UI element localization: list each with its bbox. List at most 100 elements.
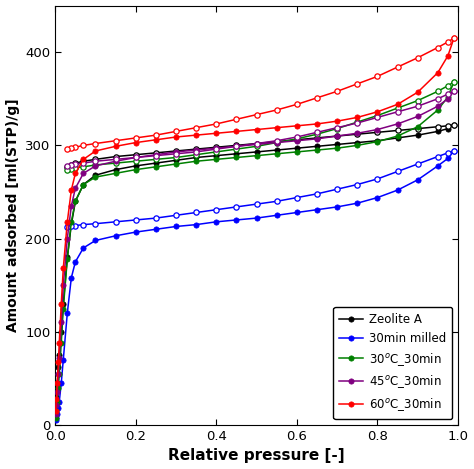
Zeolite A	[55, 364, 61, 370]
30min milled	[55, 405, 61, 411]
Zeolite A	[234, 151, 239, 157]
Zeolite A	[56, 352, 62, 358]
60$^o$C_30min	[92, 148, 98, 154]
60$^o$C_30min	[68, 187, 74, 193]
30$^o$C_30min	[54, 408, 59, 414]
30$^o$C_30min	[234, 155, 239, 160]
30$^o$C_30min	[58, 340, 64, 346]
60$^o$C_30min	[314, 121, 320, 127]
30min milled	[81, 245, 86, 251]
45$^o$C_30min	[254, 142, 259, 147]
60$^o$C_30min	[153, 137, 159, 143]
60$^o$C_30min	[173, 134, 179, 140]
30$^o$C_30min	[415, 124, 420, 129]
30$^o$C_30min	[395, 133, 401, 139]
Zeolite A	[193, 155, 199, 160]
30min milled	[64, 310, 70, 316]
30$^o$C_30min	[173, 161, 179, 167]
45$^o$C_30min	[314, 136, 320, 142]
30min milled	[334, 204, 340, 210]
30min milled	[234, 217, 239, 223]
Zeolite A	[314, 144, 320, 149]
30min milled	[60, 357, 66, 363]
30$^o$C_30min	[55, 385, 61, 391]
30$^o$C_30min	[314, 147, 320, 153]
30min milled	[254, 215, 259, 221]
60$^o$C_30min	[58, 301, 64, 307]
30$^o$C_30min	[92, 174, 98, 180]
45$^o$C_30min	[73, 185, 78, 191]
30$^o$C_30min	[193, 159, 199, 164]
Zeolite A	[81, 182, 86, 187]
30min milled	[58, 380, 64, 386]
45$^o$C_30min	[334, 133, 340, 139]
30$^o$C_30min	[445, 94, 451, 100]
45$^o$C_30min	[60, 282, 66, 288]
30min milled	[54, 415, 59, 420]
60$^o$C_30min	[294, 123, 300, 129]
Zeolite A	[133, 163, 138, 169]
45$^o$C_30min	[274, 140, 280, 145]
60$^o$C_30min	[64, 219, 70, 225]
Line: 45$^o$C_30min: 45$^o$C_30min	[53, 89, 456, 416]
Line: 60$^o$C_30min: 60$^o$C_30min	[53, 36, 456, 414]
30$^o$C_30min	[113, 171, 118, 176]
60$^o$C_30min	[254, 127, 259, 132]
60$^o$C_30min	[435, 70, 441, 76]
45$^o$C_30min	[55, 390, 60, 395]
30$^o$C_30min	[68, 219, 74, 225]
30min milled	[415, 177, 420, 183]
60$^o$C_30min	[55, 359, 61, 364]
30$^o$C_30min	[73, 198, 78, 204]
45$^o$C_30min	[451, 89, 457, 94]
X-axis label: Relative pressure [-]: Relative pressure [-]	[168, 448, 345, 463]
60$^o$C_30min	[56, 340, 62, 346]
45$^o$C_30min	[54, 402, 59, 408]
Zeolite A	[254, 149, 259, 155]
30min milled	[213, 219, 219, 225]
30$^o$C_30min	[294, 149, 300, 155]
30min milled	[153, 227, 159, 232]
60$^o$C_30min	[355, 114, 360, 120]
60$^o$C_30min	[60, 265, 66, 271]
30$^o$C_30min	[60, 306, 66, 311]
Zeolite A	[153, 160, 159, 166]
30min milled	[435, 163, 441, 169]
45$^o$C_30min	[81, 171, 86, 176]
45$^o$C_30min	[53, 411, 58, 416]
30min milled	[173, 224, 179, 229]
45$^o$C_30min	[64, 236, 70, 242]
45$^o$C_30min	[173, 149, 179, 155]
60$^o$C_30min	[54, 396, 59, 402]
Legend: Zeolite A, 30min milled, 30$^o$C_30min, 45$^o$C_30min, 60$^o$C_30min: Zeolite A, 30min milled, 30$^o$C_30min, …	[334, 307, 452, 419]
60$^o$C_30min	[374, 109, 380, 114]
Zeolite A	[64, 254, 70, 260]
Zeolite A	[355, 140, 360, 145]
30min milled	[355, 200, 360, 206]
45$^o$C_30min	[113, 159, 118, 164]
Zeolite A	[60, 301, 66, 307]
45$^o$C_30min	[56, 355, 62, 361]
45$^o$C_30min	[133, 155, 138, 160]
Zeolite A	[173, 158, 179, 163]
30$^o$C_30min	[55, 399, 60, 405]
Zeolite A	[53, 403, 58, 409]
Zeolite A	[92, 173, 98, 178]
30$^o$C_30min	[435, 107, 441, 113]
45$^o$C_30min	[415, 113, 420, 119]
60$^o$C_30min	[395, 102, 401, 107]
60$^o$C_30min	[334, 118, 340, 124]
30$^o$C_30min	[64, 256, 70, 262]
30$^o$C_30min	[355, 143, 360, 148]
45$^o$C_30min	[234, 144, 239, 149]
30min milled	[92, 238, 98, 243]
Zeolite A	[58, 329, 64, 334]
60$^o$C_30min	[113, 144, 118, 149]
60$^o$C_30min	[55, 380, 60, 386]
45$^o$C_30min	[92, 163, 98, 169]
30min milled	[395, 187, 401, 193]
Zeolite A	[113, 167, 118, 173]
60$^o$C_30min	[445, 53, 451, 59]
Line: 30$^o$C_30min: 30$^o$C_30min	[53, 79, 456, 420]
Zeolite A	[55, 380, 60, 386]
